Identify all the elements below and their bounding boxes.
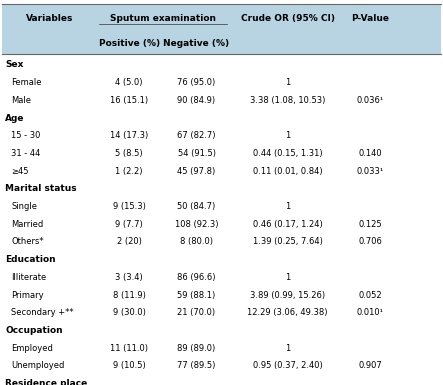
Text: 11 (11.0): 11 (11.0): [110, 344, 148, 353]
Text: 0.033¹: 0.033¹: [357, 167, 384, 176]
Text: 16 (15.1): 16 (15.1): [110, 96, 148, 105]
Text: Secondary +**: Secondary +**: [11, 308, 74, 317]
FancyBboxPatch shape: [2, 4, 441, 54]
Text: 31 - 44: 31 - 44: [11, 149, 40, 158]
Text: 1: 1: [285, 78, 290, 87]
Text: Residence place: Residence place: [5, 379, 88, 385]
Text: 0.140: 0.140: [358, 149, 382, 158]
Text: Female: Female: [11, 78, 42, 87]
Text: 1: 1: [285, 344, 290, 353]
Text: 77 (89.5): 77 (89.5): [177, 362, 216, 370]
Text: 0.052: 0.052: [358, 291, 382, 300]
Text: Negative (%): Negative (%): [163, 39, 229, 48]
Text: 45 (97.8): 45 (97.8): [177, 167, 216, 176]
Text: 5 (8.5): 5 (8.5): [116, 149, 143, 158]
Text: Male: Male: [11, 96, 31, 105]
Text: 12.29 (3.06, 49.38): 12.29 (3.06, 49.38): [248, 308, 328, 317]
Text: 50 (84.7): 50 (84.7): [177, 202, 216, 211]
Text: 0.11 (0.01, 0.84): 0.11 (0.01, 0.84): [253, 167, 323, 176]
Text: 1: 1: [285, 202, 290, 211]
Text: P-Value: P-Value: [351, 14, 389, 23]
Text: 1: 1: [285, 273, 290, 282]
Text: Variables: Variables: [26, 14, 74, 23]
Text: Others*: Others*: [11, 238, 44, 246]
Text: 9 (15.3): 9 (15.3): [113, 202, 146, 211]
Text: 0.125: 0.125: [358, 220, 382, 229]
Text: ≥45: ≥45: [11, 167, 29, 176]
Text: 0.907: 0.907: [358, 362, 382, 370]
Text: Single: Single: [11, 202, 37, 211]
Text: 3.89 (0.99, 15.26): 3.89 (0.99, 15.26): [250, 291, 325, 300]
Text: 9 (10.5): 9 (10.5): [113, 362, 146, 370]
Text: Positive (%): Positive (%): [99, 39, 160, 48]
Text: 0.036¹: 0.036¹: [357, 96, 384, 105]
Text: 0.706: 0.706: [358, 238, 382, 246]
Text: 1.39 (0.25, 7.64): 1.39 (0.25, 7.64): [253, 238, 323, 246]
Text: Unemployed: Unemployed: [11, 362, 64, 370]
Text: Sex: Sex: [5, 60, 23, 69]
Text: Sputum examination: Sputum examination: [110, 14, 216, 23]
Text: 1: 1: [285, 131, 290, 140]
Text: 0.95 (0.37, 2.40): 0.95 (0.37, 2.40): [253, 362, 323, 370]
Text: Employed: Employed: [11, 344, 53, 353]
Text: 9 (7.7): 9 (7.7): [115, 220, 143, 229]
Text: Age: Age: [5, 114, 25, 122]
Text: 89 (89.0): 89 (89.0): [177, 344, 216, 353]
Text: 15 - 30: 15 - 30: [11, 131, 40, 140]
Text: Married: Married: [11, 220, 43, 229]
Text: 76 (95.0): 76 (95.0): [177, 78, 216, 87]
Text: 67 (82.7): 67 (82.7): [177, 131, 216, 140]
Text: 0.44 (0.15, 1.31): 0.44 (0.15, 1.31): [253, 149, 323, 158]
Text: Marital status: Marital status: [5, 184, 77, 193]
Text: 2 (20): 2 (20): [117, 238, 142, 246]
Text: 54 (91.5): 54 (91.5): [178, 149, 216, 158]
Text: Illiterate: Illiterate: [11, 273, 47, 282]
Text: 59 (88.1): 59 (88.1): [177, 291, 216, 300]
Text: 86 (96.6): 86 (96.6): [177, 273, 216, 282]
Text: 3 (3.4): 3 (3.4): [115, 273, 143, 282]
Text: 0.46 (0.17, 1.24): 0.46 (0.17, 1.24): [253, 220, 323, 229]
Text: 0.010¹: 0.010¹: [357, 308, 384, 317]
Text: 90 (84.9): 90 (84.9): [178, 96, 216, 105]
Text: Education: Education: [5, 255, 56, 264]
Text: Occupation: Occupation: [5, 326, 63, 335]
Text: 21 (70.0): 21 (70.0): [178, 308, 216, 317]
Text: 1 (2.2): 1 (2.2): [116, 167, 143, 176]
Text: 108 (92.3): 108 (92.3): [175, 220, 218, 229]
Text: 9 (30.0): 9 (30.0): [113, 308, 146, 317]
Text: 3.38 (1.08, 10.53): 3.38 (1.08, 10.53): [250, 96, 326, 105]
Text: 8 (80.0): 8 (80.0): [180, 238, 213, 246]
Text: Crude OR (95% CI): Crude OR (95% CI): [241, 14, 335, 23]
Text: Primary: Primary: [11, 291, 44, 300]
Text: 4 (5.0): 4 (5.0): [116, 78, 143, 87]
Text: 14 (17.3): 14 (17.3): [110, 131, 148, 140]
Text: 8 (11.9): 8 (11.9): [113, 291, 146, 300]
